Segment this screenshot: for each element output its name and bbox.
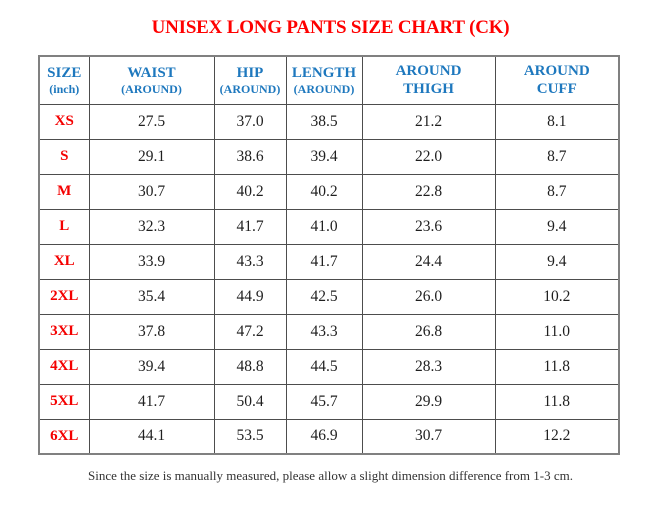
column-header: AROUND THIGH	[361, 55, 496, 105]
size-label: S	[38, 138, 90, 175]
size-value-cell: 8.7	[494, 173, 620, 210]
size-value-cell: 53.5	[213, 418, 287, 455]
size-label: 6XL	[38, 418, 90, 455]
column-header: AROUND CUFF	[494, 55, 620, 105]
column-header: LENGTH (AROUND)	[285, 55, 363, 105]
size-value-cell: 12.2	[494, 418, 620, 455]
size-value-cell: 41.7	[88, 383, 215, 420]
size-label: 3XL	[38, 313, 90, 350]
column-header-line1: WAIST	[127, 64, 176, 81]
size-value-cell: 30.7	[361, 418, 496, 455]
column-header: SIZE (inch)	[38, 55, 90, 105]
size-value-cell: 40.2	[213, 173, 287, 210]
size-value-cell: 29.9	[361, 383, 496, 420]
column-header-line1: HIP	[236, 64, 264, 81]
size-value-cell: 8.1	[494, 103, 620, 140]
size-value-cell: 42.5	[285, 278, 363, 315]
size-value-cell: 38.5	[285, 103, 363, 140]
column-header-line2: (AROUND)	[219, 82, 281, 97]
size-value-cell: 39.4	[285, 138, 363, 175]
size-value-cell: 8.7	[494, 138, 620, 175]
size-value-cell: 43.3	[213, 243, 287, 280]
table-row: L 32.3 41.7 41.0 23.6 9.4	[38, 208, 620, 245]
page-title: UNISEX LONG PANTS SIZE CHART (CK)	[151, 17, 510, 38]
size-value-cell: 10.2	[494, 278, 620, 315]
column-header-line2: CUFF	[536, 81, 577, 98]
column-header-line2: (AROUND)	[121, 82, 182, 97]
table-row: XS 27.5 37.0 38.5 21.2 8.1	[38, 103, 620, 140]
size-value-cell: 22.8	[361, 173, 496, 210]
table-row: M 30.7 40.2 40.2 22.8 8.7	[38, 173, 620, 210]
size-value-cell: 22.0	[361, 138, 496, 175]
size-label: 5XL	[38, 383, 90, 420]
table-row: 2XL 35.4 44.9 42.5 26.0 10.2	[38, 278, 620, 315]
column-header-line2: (inch)	[49, 82, 80, 97]
size-value-cell: 23.6	[361, 208, 496, 245]
size-value-cell: 11.8	[494, 348, 620, 385]
table-row: 4XL 39.4 48.8 44.5 28.3 11.8	[38, 348, 620, 385]
size-value-cell: 41.7	[285, 243, 363, 280]
column-header-line1: LENGTH	[291, 64, 357, 81]
column-header-line1: AROUND	[395, 62, 462, 79]
table-row: XL 33.9 43.3 41.7 24.4 9.4	[38, 243, 620, 280]
size-value-cell: 9.4	[494, 208, 620, 245]
size-value-cell: 37.8	[88, 313, 215, 350]
column-header: WAIST (AROUND)	[88, 55, 215, 105]
column-header-line1: AROUND	[523, 62, 590, 79]
size-value-cell: 37.0	[213, 103, 287, 140]
size-label: L	[38, 208, 90, 245]
size-value-cell: 50.4	[213, 383, 287, 420]
size-value-cell: 44.9	[213, 278, 287, 315]
size-value-cell: 32.3	[88, 208, 215, 245]
size-value-cell: 26.8	[361, 313, 496, 350]
column-header-line2: THIGH	[403, 81, 454, 98]
size-value-cell: 38.6	[213, 138, 287, 175]
size-value-cell: 35.4	[88, 278, 215, 315]
size-value-cell: 28.3	[361, 348, 496, 385]
table-row: 3XL 37.8 47.2 43.3 26.8 11.0	[38, 313, 620, 350]
size-label: XL	[38, 243, 90, 280]
size-value-cell: 46.9	[285, 418, 363, 455]
table-row: 6XL 44.1 53.5 46.9 30.7 12.2	[38, 418, 620, 455]
table-row: S 29.1 38.6 39.4 22.0 8.7	[38, 138, 620, 175]
size-value-cell: 21.2	[361, 103, 496, 140]
column-header: HIP (AROUND)	[213, 55, 287, 105]
size-value-cell: 43.3	[285, 313, 363, 350]
size-label: 2XL	[38, 278, 90, 315]
size-value-cell: 33.9	[88, 243, 215, 280]
header-row: SIZE (inch) WAIST (AROUND) HIP (AROUND) LENGTH…	[38, 55, 620, 105]
size-chart-table: SIZE (inch) WAIST (AROUND) HIP (AROUND) LENGTH…	[38, 55, 620, 455]
size-value-cell: 44.5	[285, 348, 363, 385]
size-value-cell: 29.1	[88, 138, 215, 175]
size-value-cell: 9.4	[494, 243, 620, 280]
column-header-line2: (AROUND)	[293, 82, 355, 97]
table-row: 5XL 41.7 50.4 45.7 29.9 11.8	[38, 383, 620, 420]
size-value-cell: 11.8	[494, 383, 620, 420]
size-value-cell: 39.4	[88, 348, 215, 385]
size-value-cell: 26.0	[361, 278, 496, 315]
size-value-cell: 48.8	[213, 348, 287, 385]
size-value-cell: 41.7	[213, 208, 287, 245]
size-value-cell: 41.0	[285, 208, 363, 245]
size-value-cell: 45.7	[285, 383, 363, 420]
size-value-cell: 30.7	[88, 173, 215, 210]
size-value-cell: 47.2	[213, 313, 287, 350]
size-value-cell: 11.0	[494, 313, 620, 350]
column-header-line1: SIZE	[47, 64, 82, 81]
size-label: M	[38, 173, 90, 210]
size-value-cell: 40.2	[285, 173, 363, 210]
size-value-cell: 27.5	[88, 103, 215, 140]
size-value-cell: 44.1	[88, 418, 215, 455]
size-label: XS	[38, 103, 90, 140]
size-value-cell: 24.4	[361, 243, 496, 280]
size-label: 4XL	[38, 348, 90, 385]
measurement-note: Since the size is manually measured, ple…	[88, 468, 573, 483]
